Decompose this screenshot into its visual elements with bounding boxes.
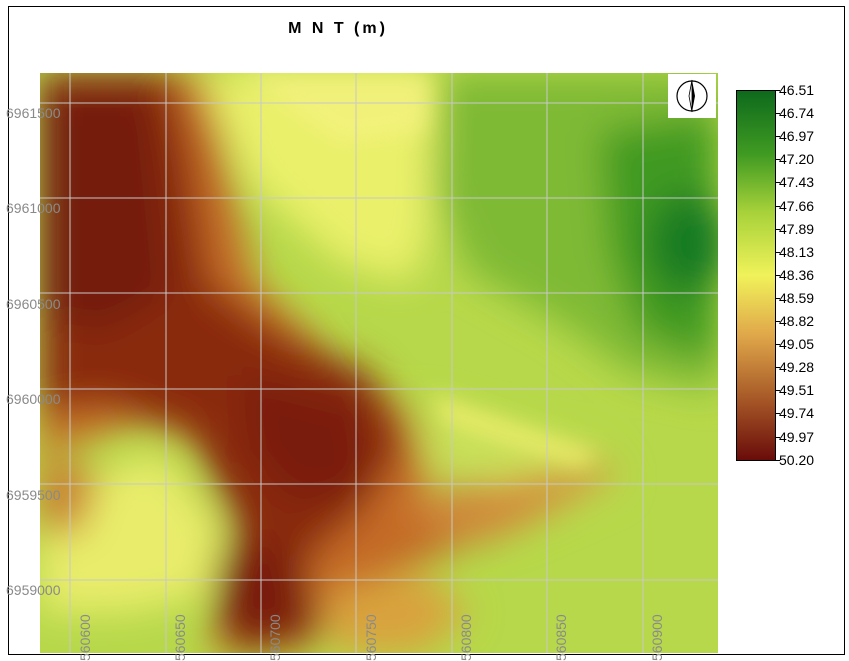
- map-grid: [40, 73, 718, 653]
- grid-label-x-560750: 560750: [363, 614, 379, 661]
- legend-tick: [776, 459, 780, 461]
- grid-label-y-6959000: 6959000: [6, 582, 61, 598]
- grid-label-y-6960500: 6960500: [6, 296, 61, 312]
- legend-tick: [776, 136, 780, 138]
- legend-tick: [776, 344, 780, 346]
- map-title: M N T (m): [288, 20, 388, 37]
- grid-label-x-560700: 560700: [267, 614, 283, 661]
- legend-tick: [776, 367, 780, 369]
- legend-value: 49.74: [779, 405, 815, 422]
- legend-value: 47.20: [779, 151, 815, 168]
- legend-value: 49.97: [779, 428, 815, 445]
- legend-value: 49.51: [779, 382, 815, 399]
- legend-tick: [776, 251, 780, 253]
- legend-value: 46.97: [779, 128, 815, 145]
- legend-tick: [776, 321, 780, 322]
- legend-tick: [776, 436, 780, 438]
- legend-value: 49.05: [779, 336, 815, 353]
- legend-value: 48.59: [779, 289, 815, 306]
- legend-value: 48.13: [779, 243, 815, 260]
- elevation-raster: [40, 73, 718, 653]
- legend-color-ramp: [736, 90, 776, 461]
- legend-value: 47.89: [779, 220, 815, 237]
- legend-value: 49.28: [779, 359, 815, 376]
- grid-label-y-6961500: 6961500: [6, 105, 61, 121]
- legend-tick: [776, 413, 780, 415]
- legend-tick: [776, 182, 780, 184]
- legend-tick: [776, 205, 780, 207]
- legend-tick: [776, 228, 780, 230]
- legend-value: 47.43: [779, 174, 815, 191]
- legend-tick: [776, 274, 780, 276]
- grid-label-y-6959500: 6959500: [6, 487, 61, 503]
- legend-tick: [776, 113, 780, 115]
- grid-label-y-6961000: 6961000: [6, 200, 61, 216]
- legend-value: 50.20: [779, 451, 815, 468]
- legend-tick: [776, 297, 780, 299]
- legend-tick: [776, 390, 780, 392]
- legend-value: 48.36: [779, 266, 815, 283]
- grid-label-x-560650: 560650: [172, 614, 188, 661]
- legend-tick: [776, 90, 780, 91]
- grid-label-x-560900: 560900: [649, 614, 665, 661]
- legend-value: 48.82: [779, 313, 815, 329]
- grid-label-x-560850: 560850: [553, 614, 569, 661]
- legend-value: 46.51: [779, 82, 815, 98]
- legend-value: 47.66: [779, 197, 815, 214]
- elevation-map[interactable]: [40, 73, 718, 653]
- legend-value: 46.74: [779, 105, 815, 122]
- north-arrow: [668, 74, 716, 118]
- grid-label-x-560600: 560600: [77, 614, 93, 661]
- grid-label-y-6960000: 6960000: [6, 391, 61, 407]
- legend-tick: [776, 159, 780, 161]
- grid-label-x-560800: 560800: [458, 614, 474, 661]
- north-arrow-icon: [676, 79, 708, 113]
